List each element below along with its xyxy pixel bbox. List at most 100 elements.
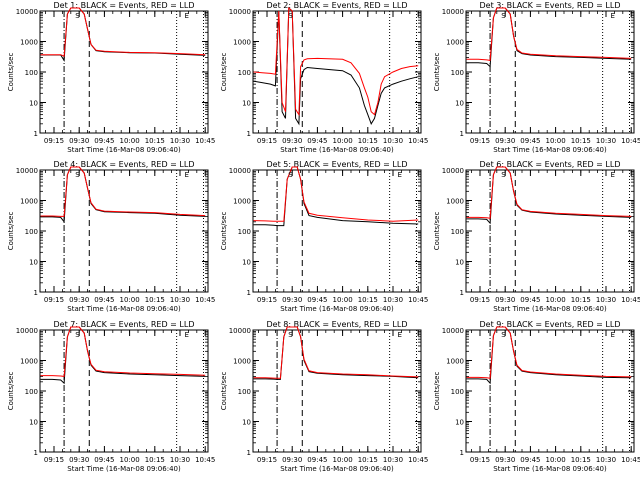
y-tick-label: 100 xyxy=(451,69,464,77)
x-tick-label: 10:00 xyxy=(120,456,140,464)
plot-frame xyxy=(39,10,209,134)
x-tick-label: 09:30 xyxy=(495,456,515,464)
x-axis-label: Start Time (16-Mar-08 09:06:40) xyxy=(493,465,607,473)
detector-panel-3: Det 3: BLACK = Events, RED = LLD 1 10 100 10… xyxy=(433,1,640,154)
x-tick-label: 10:00 xyxy=(333,456,353,464)
y-tick-label: 10000 xyxy=(16,167,38,175)
x-axis-label: Start Time (16-Mar-08 09:06:40) xyxy=(67,465,181,473)
y-tick-label: 1000 xyxy=(233,358,251,366)
x-axis-label: Start Time (16-Mar-08 09:06:40) xyxy=(280,305,394,313)
series-lld xyxy=(40,166,206,217)
x-tick-label: 10:45 xyxy=(621,137,640,145)
x-tick-label: 10:15 xyxy=(358,456,378,464)
x-tick-label: 10:45 xyxy=(408,296,428,304)
x-tick-label: 09:30 xyxy=(282,137,302,145)
y-tick-label: 1000 xyxy=(20,198,38,206)
y-axis-label: Counts/sec xyxy=(433,53,441,92)
detector-panel-6: Det 6: BLACK = Events, RED = LLD 1 10 100 10… xyxy=(433,160,640,313)
series-lld xyxy=(466,326,632,379)
detector-panel-2: Det 2: BLACK = Events, RED = LLD 1 10 100 10… xyxy=(220,1,428,154)
panel-title: Det 5: BLACK = Events, RED = LLD xyxy=(267,160,408,169)
y-tick-label: 1000 xyxy=(446,358,464,366)
x-tick-label: 10:00 xyxy=(546,137,566,145)
y-tick-label: 1 xyxy=(460,289,464,297)
y-tick-label: 1000 xyxy=(446,198,464,206)
x-tick-label: 10:30 xyxy=(383,296,403,304)
plot-frame xyxy=(465,10,635,134)
x-tick-label: 09:15 xyxy=(470,456,490,464)
y-tick-label: 10000 xyxy=(16,8,38,16)
x-tick-label: 10:15 xyxy=(145,296,165,304)
y-tick-label: 10 xyxy=(29,419,38,427)
y-tick-label: 100 xyxy=(238,388,251,396)
x-tick-label: 09:45 xyxy=(307,137,327,145)
x-tick-label: 10:30 xyxy=(596,296,616,304)
plot-frame xyxy=(252,169,422,293)
x-tick-label: 10:45 xyxy=(195,296,215,304)
x-tick-label: 09:30 xyxy=(495,137,515,145)
panel-title: Det 8: BLACK = Events, RED = LLD xyxy=(267,320,408,329)
y-tick-label: 1 xyxy=(34,130,38,138)
panel-title: Det 4: BLACK = Events, RED = LLD xyxy=(54,160,195,169)
x-axis-label: Start Time (16-Mar-08 09:06:40) xyxy=(280,465,394,473)
x-tick-label: 09:45 xyxy=(520,456,540,464)
y-axis-label: Counts/sec xyxy=(220,212,228,251)
marker-e: E xyxy=(611,12,615,20)
y-tick-label: 10000 xyxy=(442,327,464,335)
marker-s: S xyxy=(501,171,506,179)
x-axis-label: Start Time (16-Mar-08 09:06:40) xyxy=(280,146,394,154)
marker-e: E xyxy=(185,12,189,20)
marker-e: E xyxy=(185,171,189,179)
x-tick-label: 09:15 xyxy=(470,137,490,145)
x-tick-label: 10:45 xyxy=(195,137,215,145)
x-tick-label: 09:15 xyxy=(257,296,277,304)
y-tick-label: 100 xyxy=(25,69,38,77)
x-tick-label: 09:30 xyxy=(69,296,89,304)
y-axis-label: Counts/sec xyxy=(220,53,228,92)
marker-s: S xyxy=(75,12,80,20)
x-tick-label: 10:30 xyxy=(170,296,190,304)
y-tick-label: 1000 xyxy=(20,39,38,47)
y-axis-label: Counts/sec xyxy=(7,53,15,92)
x-tick-label: 10:45 xyxy=(408,456,428,464)
marker-s: S xyxy=(501,12,506,20)
plot-frame xyxy=(465,169,635,293)
y-tick-label: 100 xyxy=(451,228,464,236)
x-tick-label: 09:45 xyxy=(307,456,327,464)
series-events xyxy=(466,166,632,225)
y-tick-label: 1 xyxy=(34,449,38,457)
y-tick-label: 1000 xyxy=(446,39,464,47)
series-lld xyxy=(40,326,206,377)
detector-panel-9: Det 9: BLACK = Events, RED = LLD 1 10 100 10… xyxy=(433,320,640,473)
x-tick-label: 09:45 xyxy=(520,296,540,304)
detector-panel-4: Det 4: BLACK = Events, RED = LLD 1 10 100 10… xyxy=(7,160,215,313)
series-events xyxy=(466,326,632,385)
y-tick-label: 10 xyxy=(242,259,251,267)
x-tick-label: 10:30 xyxy=(596,137,616,145)
x-tick-label: 10:45 xyxy=(621,456,640,464)
x-tick-label: 09:15 xyxy=(257,137,277,145)
x-tick-label: 10:15 xyxy=(358,137,378,145)
series-lld xyxy=(253,326,419,379)
marker-e: E xyxy=(185,331,189,339)
series-events xyxy=(253,326,419,380)
marker-s: S xyxy=(75,331,80,339)
plot-frame xyxy=(39,169,209,293)
panel-title: Det 1: BLACK = Events, RED = LLD xyxy=(54,1,195,10)
y-tick-label: 10 xyxy=(242,100,251,108)
x-tick-label: 10:00 xyxy=(333,137,353,145)
y-tick-label: 100 xyxy=(25,228,38,236)
detector-panel-7: Det 7: BLACK = Events, RED = LLD 1 10 100 10… xyxy=(7,320,215,473)
y-tick-label: 10 xyxy=(242,419,251,427)
detector-panel-1: Det 1: BLACK = Events, RED = LLD 1 10 100 10… xyxy=(7,1,215,154)
y-axis-label: Counts/sec xyxy=(433,212,441,251)
marker-e: E xyxy=(611,171,615,179)
x-tick-label: 10:00 xyxy=(333,296,353,304)
y-tick-label: 10000 xyxy=(229,167,251,175)
y-tick-label: 10 xyxy=(455,259,464,267)
panel-title: Det 6: BLACK = Events, RED = LLD xyxy=(480,160,621,169)
x-tick-label: 09:15 xyxy=(470,296,490,304)
x-axis-label: Start Time (16-Mar-08 09:06:40) xyxy=(67,146,181,154)
x-tick-label: 09:15 xyxy=(257,456,277,464)
y-tick-label: 1 xyxy=(34,289,38,297)
